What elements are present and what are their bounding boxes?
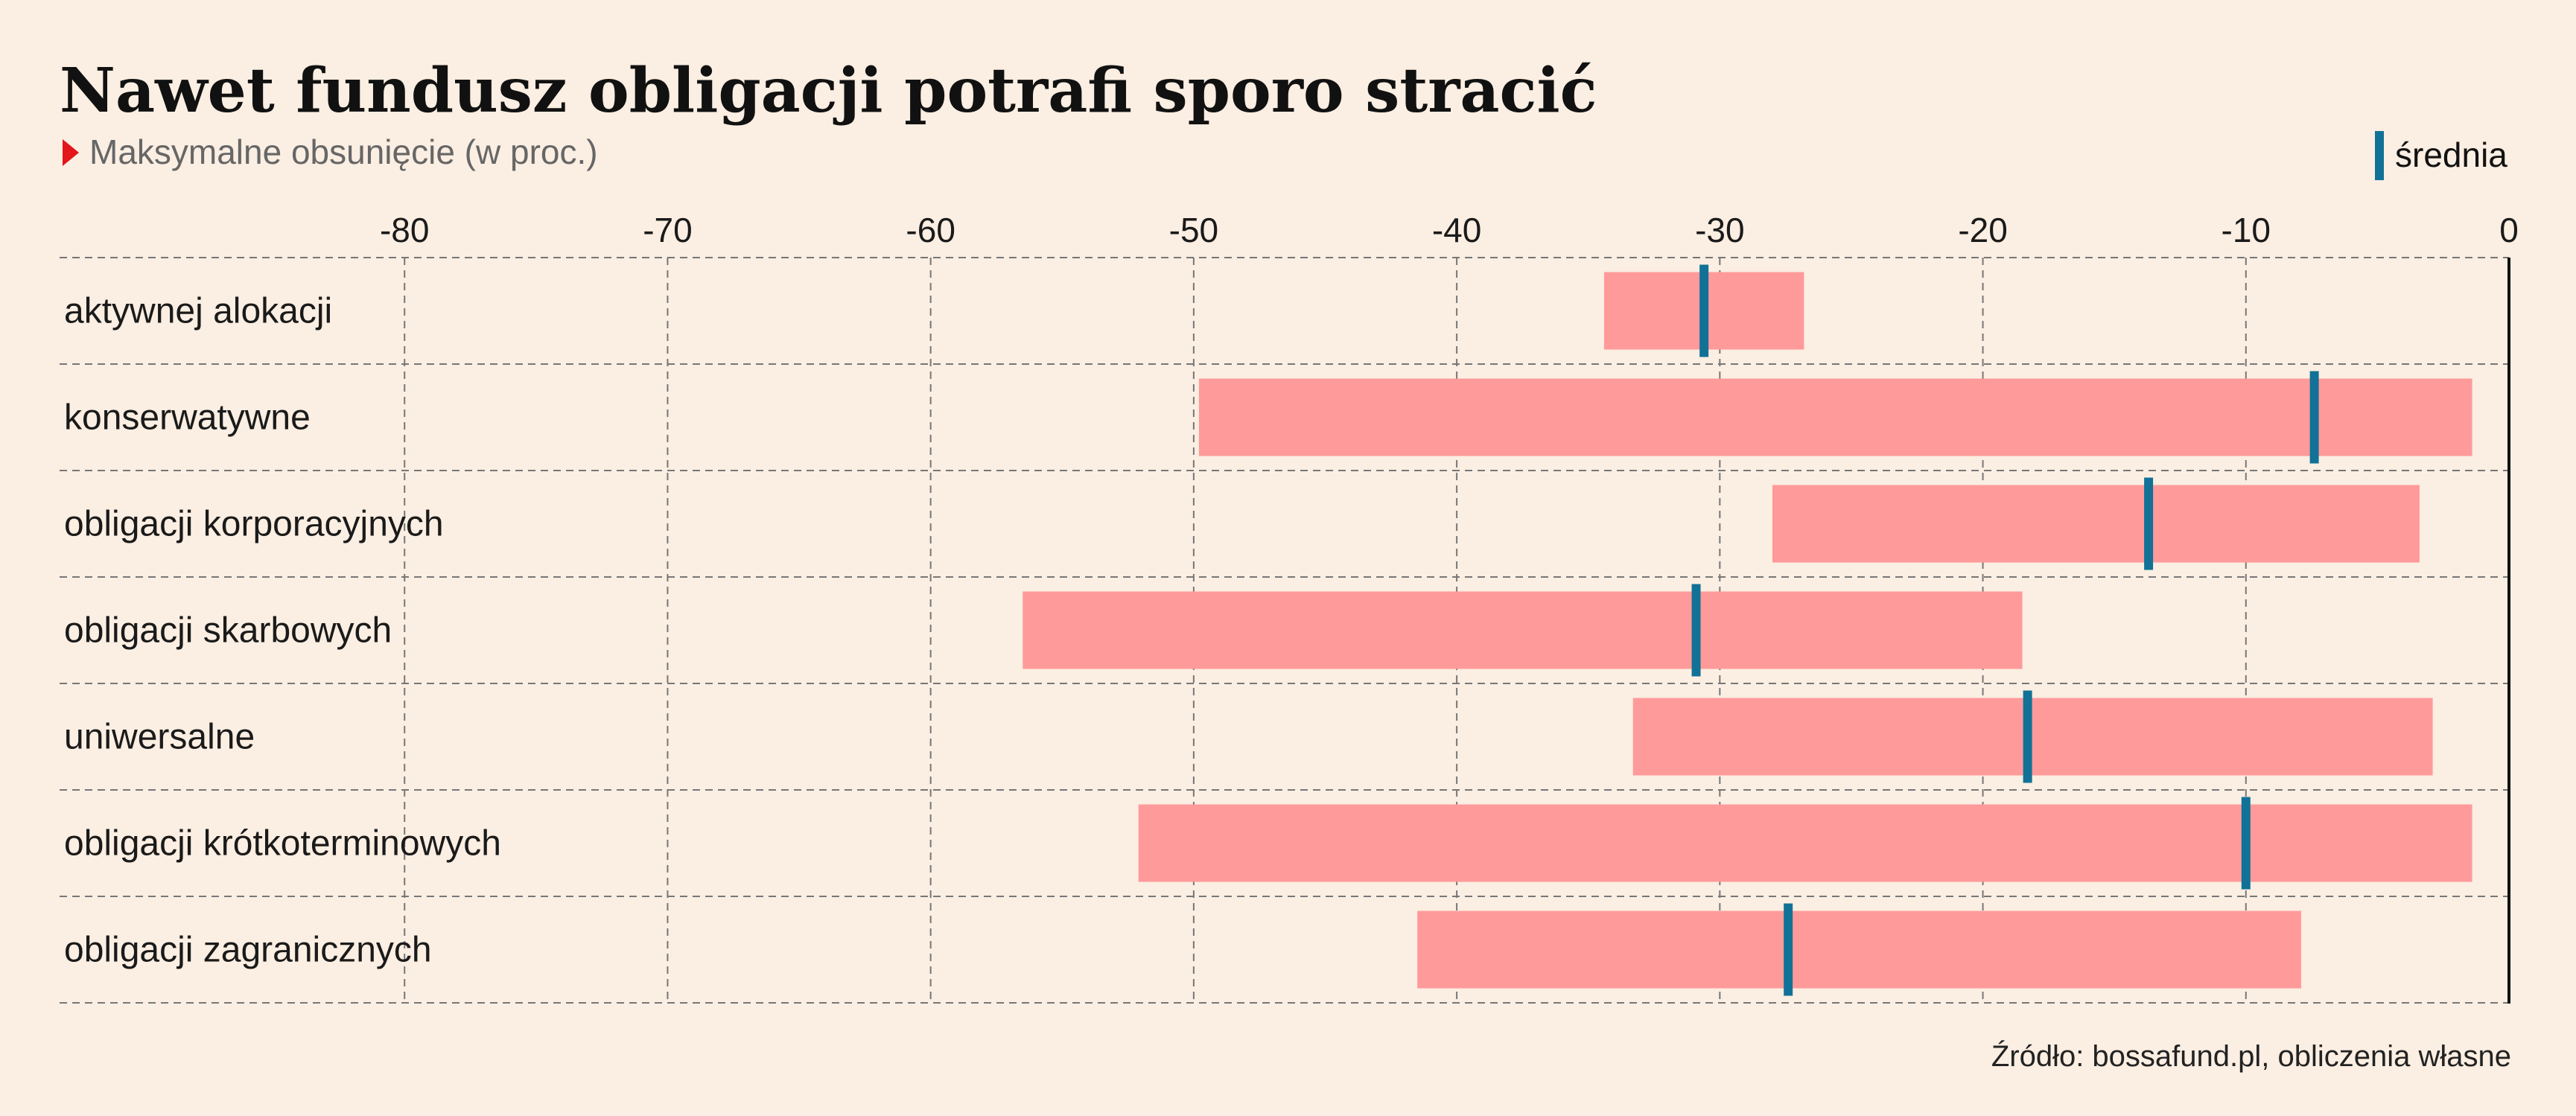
mean-marker <box>2023 690 2032 783</box>
range-bar <box>1632 698 2433 776</box>
category-labels: aktywnej alokacji konserwatywne obligacji … <box>64 292 501 970</box>
mean-marker <box>2144 477 2154 570</box>
gridlines <box>60 257 2509 1004</box>
category-label: obligacji krótkoterminowych <box>64 824 501 864</box>
category-label: konserwatywne <box>64 398 311 438</box>
source-note: Źródło: bossafund.pl, obliczenia własne <box>1991 1039 2511 1073</box>
legend-mean-swatch <box>2375 131 2384 180</box>
x-tick-label: -70 <box>643 211 692 249</box>
range-bar <box>1198 378 2472 456</box>
mean-markers <box>1691 264 2319 996</box>
category-label: obligacji korporacyjnych <box>64 505 444 544</box>
category-label: uniwersalne <box>64 718 255 757</box>
mean-marker <box>1699 264 1709 357</box>
mean-marker <box>1691 584 1701 677</box>
x-tick-label: -80 <box>380 211 429 249</box>
x-tick-label: -60 <box>906 211 955 249</box>
chart-title: Nawet fundusz obligacji potrafi sporo st… <box>60 55 1597 127</box>
range-bar <box>1772 485 2420 563</box>
x-tick-label: -10 <box>2222 211 2271 249</box>
category-label: obligacji skarbowych <box>64 611 392 651</box>
x-axis-ticks: -80 -70 -60 -50 -40 -30 -20 -10 0 <box>380 211 2519 249</box>
x-tick-label: -20 <box>1958 211 2007 249</box>
mean-marker <box>2241 797 2251 890</box>
range-bar <box>1138 804 2472 882</box>
range-bar <box>1417 911 2301 989</box>
legend-mean-label: średnia <box>2395 135 2507 174</box>
range-bars <box>1023 272 2472 989</box>
x-tick-label: 0 <box>2499 211 2519 249</box>
mean-marker <box>2309 371 2319 464</box>
x-tick-label: -50 <box>1169 211 1218 249</box>
x-tick-label: -40 <box>1432 211 1481 249</box>
x-tick-label: -30 <box>1695 211 1744 249</box>
mean-marker <box>1784 903 1793 996</box>
category-label: obligacji zagranicznych <box>64 931 432 970</box>
range-bar <box>1023 591 2023 669</box>
red-triangle-icon <box>63 139 79 166</box>
chart-subtitle: Maksymalne obsunięcie (w proc.) <box>89 133 598 171</box>
category-label: aktywnej alokacji <box>64 292 332 331</box>
